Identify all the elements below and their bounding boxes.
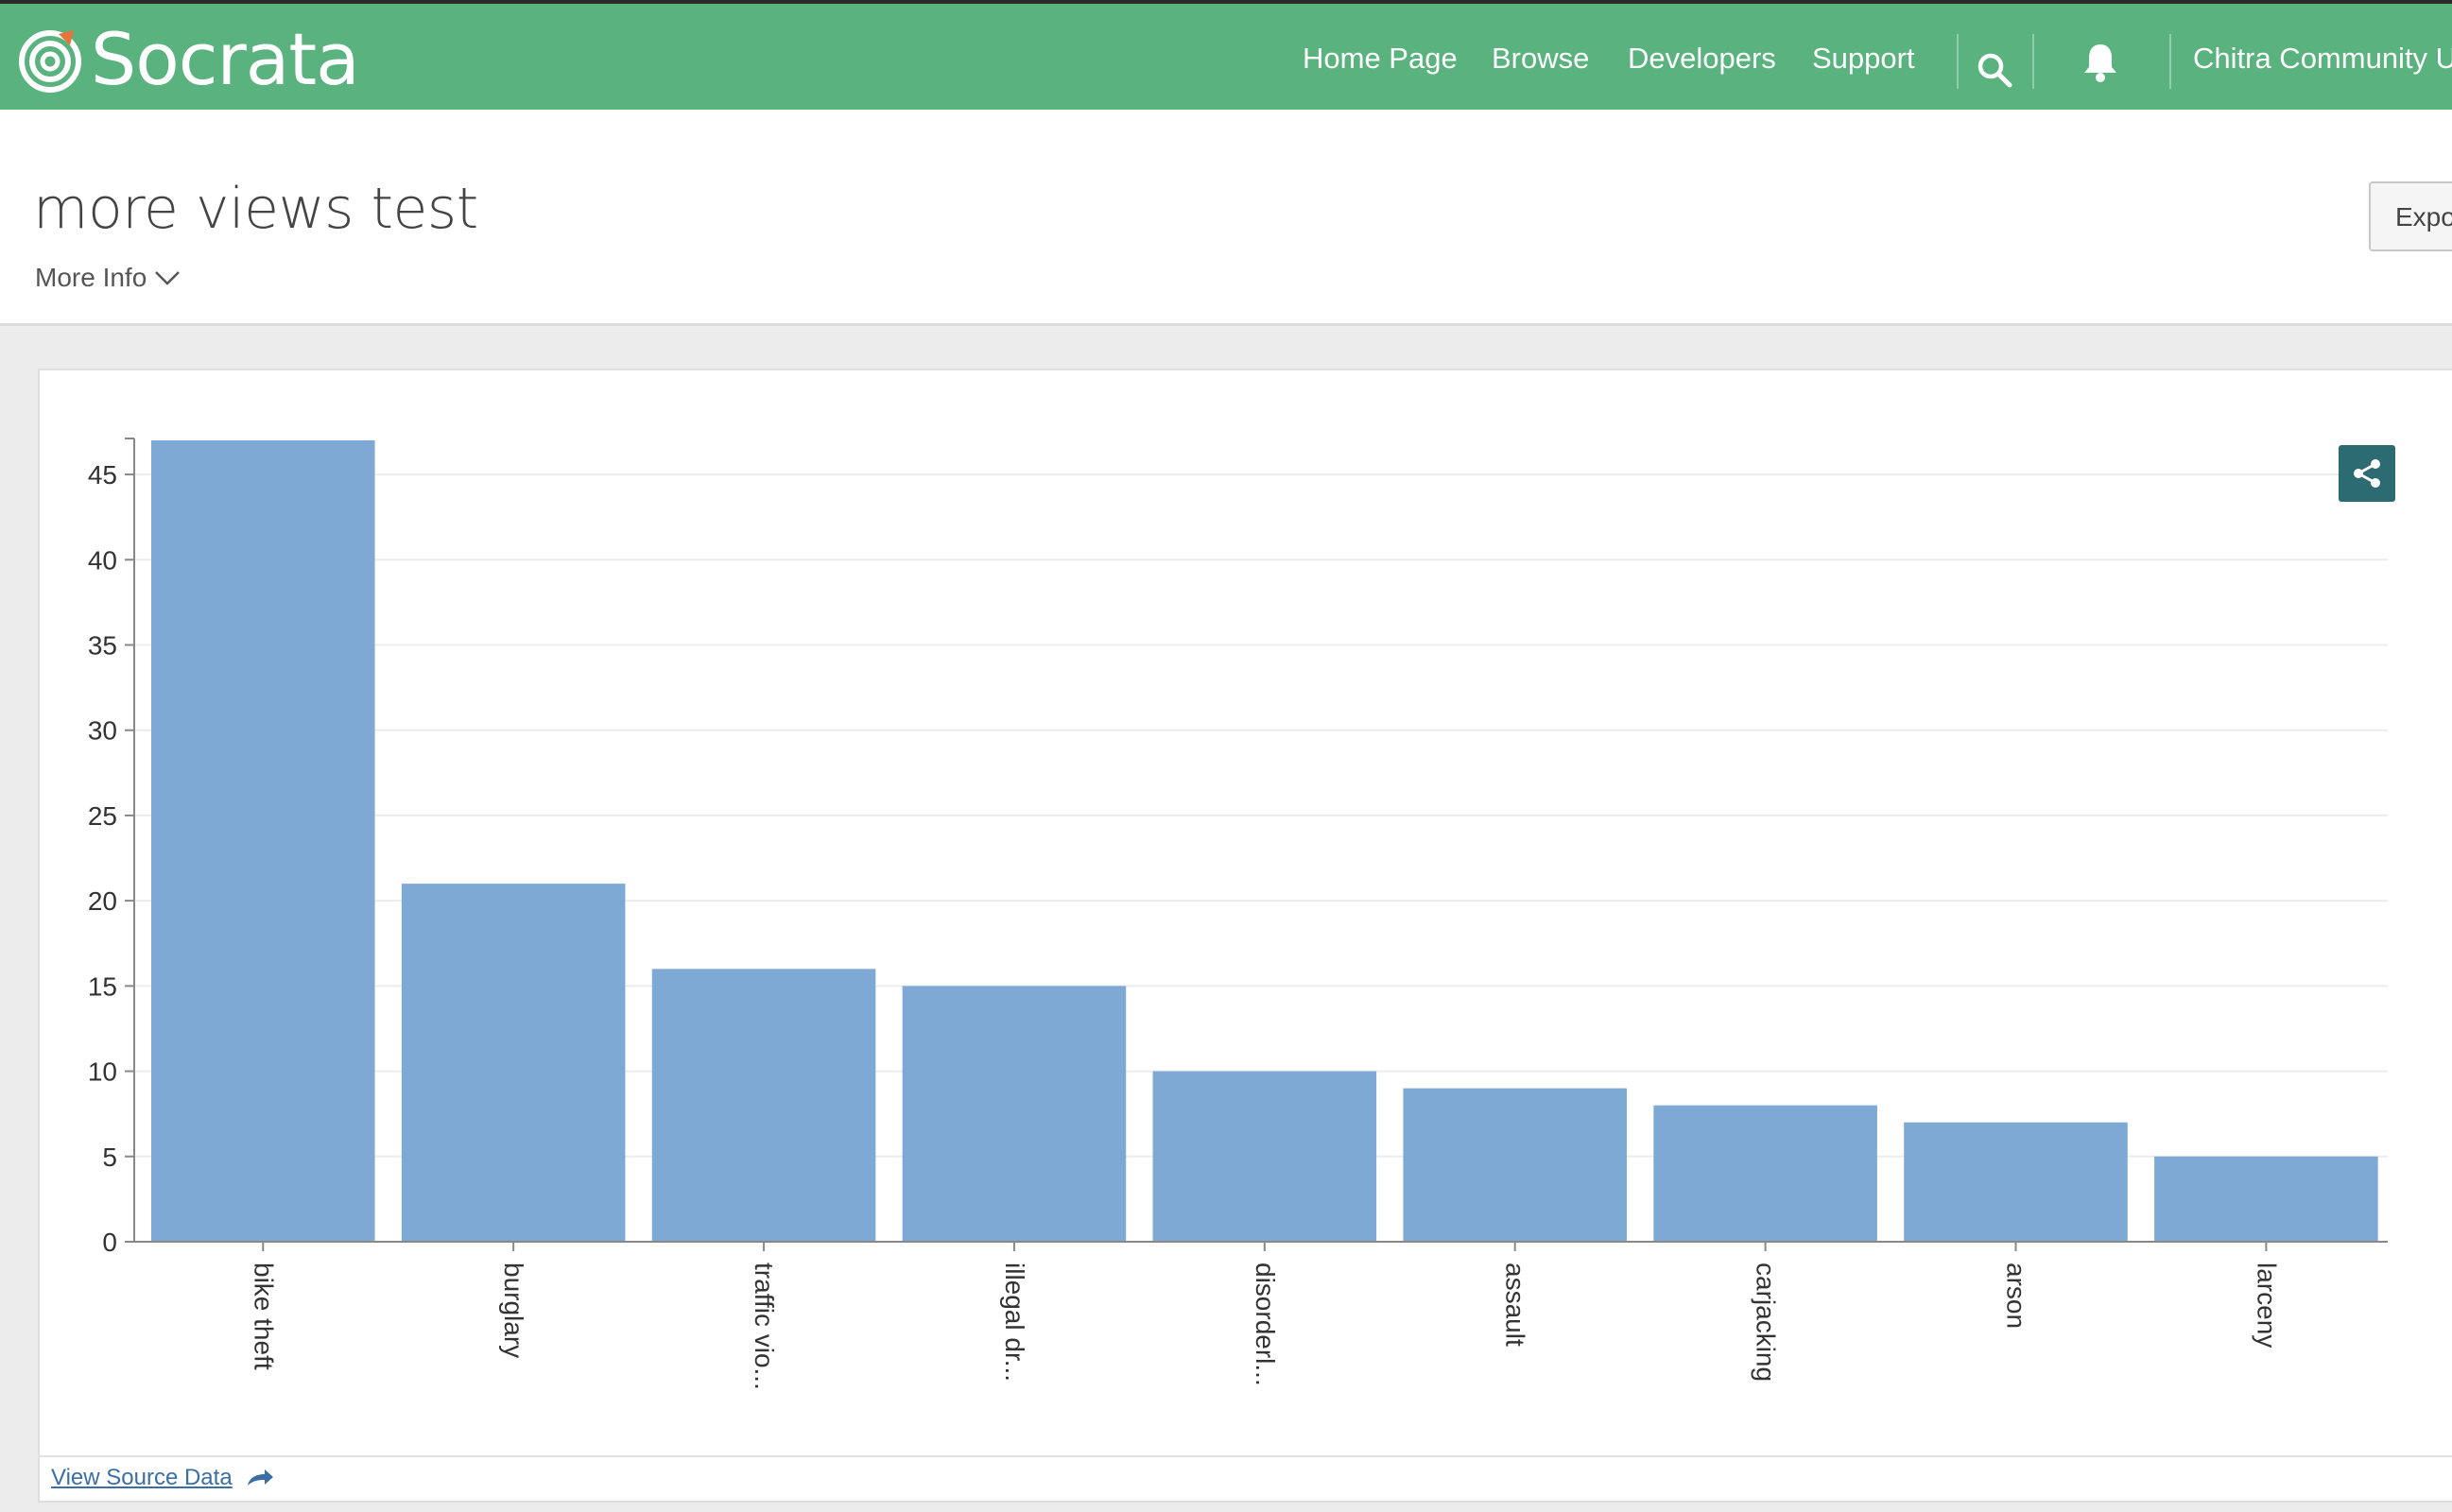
x-axis: bike theft burglary traffic vio... illegal … <box>134 1241 2388 1390</box>
x-category-label: assault <box>1501 1263 1530 1347</box>
bar-8[interactable] <box>2154 1156 2378 1242</box>
y-tick-label: 40 <box>88 545 117 575</box>
page-title: more views test <box>33 176 478 242</box>
card-footer-divider <box>38 1455 2452 1457</box>
share-icon <box>2354 459 2380 488</box>
y-tick-label: 10 <box>88 1057 117 1087</box>
bar-2[interactable] <box>651 969 876 1242</box>
y-tick-label: 45 <box>88 460 117 490</box>
bar-1[interactable] <box>401 884 626 1242</box>
nav-divider <box>1957 34 1959 89</box>
user-menu[interactable]: Chitra Community U <box>2193 42 2452 75</box>
nav-home-page[interactable]: Home Page <box>1303 42 1458 75</box>
y-tick-label: 25 <box>88 801 117 831</box>
share-button[interactable] <box>2339 445 2395 502</box>
x-category-label: arson <box>2001 1263 2030 1329</box>
page-header: more views test More Info Expo <box>0 110 2452 326</box>
nav-support[interactable]: Support <box>1812 42 1915 75</box>
view-source-data-label: View Source Data <box>51 1465 233 1490</box>
y-tick-label: 20 <box>88 886 117 916</box>
share-arrow-icon <box>247 1469 273 1486</box>
socrata-logo-icon <box>19 30 81 93</box>
x-category-label: burglary <box>499 1263 528 1358</box>
y-tick-label: 35 <box>88 631 117 661</box>
x-category-label: illegal dr... <box>1000 1263 1029 1382</box>
y-tick-label: 5 <box>102 1143 117 1172</box>
bar-4[interactable] <box>1152 1071 1377 1242</box>
y-tick-label: 15 <box>88 971 117 1001</box>
x-category-label: carjacking <box>1752 1263 1781 1382</box>
bar-0[interactable] <box>151 440 375 1242</box>
bar-6[interactable] <box>1653 1105 1877 1242</box>
bell-icon[interactable] <box>2081 42 2119 83</box>
nav-developers[interactable]: Developers <box>1628 42 1776 75</box>
x-category-label: traffic vio... <box>750 1263 779 1390</box>
bar-5[interactable] <box>1403 1088 1627 1242</box>
bar-7[interactable] <box>1904 1122 2128 1242</box>
export-button[interactable]: Expo <box>2369 181 2452 251</box>
view-source-data-link[interactable]: View Source Data <box>51 1465 274 1491</box>
nav-divider <box>2169 34 2171 89</box>
nav-divider <box>2032 34 2034 89</box>
brand-name: Socrata <box>91 17 360 101</box>
y-axis: 0 5 10 15 20 25 30 35 40 45 <box>88 438 135 1257</box>
brand-logo[interactable]: Socrata <box>17 17 360 101</box>
x-category-label: bike theft <box>249 1263 278 1370</box>
chart-bars <box>151 440 2378 1242</box>
bar-chart: 0 5 10 15 20 25 30 35 40 45 bike theft burglary tra… <box>88 438 2388 1390</box>
search-icon[interactable] <box>1976 51 2013 89</box>
top-navigation-bar: Socrata Home Page Browse Developers Supp… <box>0 0 2452 110</box>
y-tick-label: 0 <box>102 1228 117 1257</box>
more-info-label: More Info <box>35 263 147 292</box>
x-category-label: disorderl... <box>1251 1263 1280 1386</box>
nav-browse[interactable]: Browse <box>1492 42 1590 75</box>
y-tick-label: 30 <box>88 716 117 746</box>
x-category-label: larceny <box>2252 1263 2281 1348</box>
bar-3[interactable] <box>902 986 1127 1242</box>
more-info-toggle[interactable]: More Info <box>35 263 181 293</box>
chevron-down-icon <box>155 271 181 285</box>
